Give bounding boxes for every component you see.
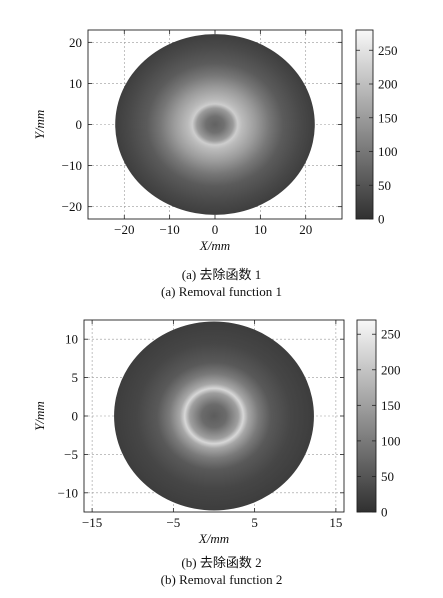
colorbar-tick-label: 0: [381, 505, 388, 520]
caption-b-english: (b) Removal function 2: [160, 572, 283, 587]
y-tick-label: 20: [69, 35, 82, 50]
y-tick-label: 0: [72, 409, 79, 424]
caption-b-chinese: (b) 去除函数 2: [181, 555, 262, 570]
y-tick-label: 0: [76, 117, 83, 132]
colorbar-tick-label: 100: [381, 433, 401, 448]
colorbar-tick-label: 100: [378, 144, 398, 159]
colorbar-tick-label: 250: [381, 327, 401, 342]
colorbar-tick-label: 0: [378, 212, 385, 227]
x-tick-label: 20: [299, 222, 312, 237]
colorbar-tick-label: 150: [378, 110, 398, 125]
x-tick-label: −20: [114, 222, 134, 237]
y-tick-label: 5: [72, 370, 79, 385]
chart-panel-2: −15 −5 5 15 −10 −5 0 5 10 X/mm Y/mm 0 50 100 150 200 250: [32, 319, 401, 546]
y-tick-label: −10: [58, 485, 78, 500]
x-axis-label: X/mm: [198, 531, 229, 546]
colorbar: [356, 319, 377, 513]
y-axis-label: Y/mm: [32, 401, 47, 431]
y-tick-label: −20: [62, 199, 82, 214]
y-tick-label: −10: [62, 158, 82, 173]
colorbar-tick-label: 50: [378, 178, 391, 193]
x-tick-label: 0: [212, 222, 219, 237]
caption-a-english: (a) Removal function 1: [161, 284, 282, 299]
x-axis-label: X/mm: [199, 238, 230, 253]
y-tick-label: 10: [65, 332, 78, 347]
y-tick-label: 10: [69, 76, 82, 91]
y-axis-label: Y/mm: [32, 110, 47, 140]
colorbar-tick-label: 50: [381, 469, 394, 484]
removal-spot: [115, 34, 315, 215]
x-tick-label: −10: [159, 222, 179, 237]
x-tick-label: 5: [251, 515, 258, 530]
colorbar-tick-label: 200: [381, 362, 401, 377]
y-tick-label: −5: [64, 447, 78, 462]
colorbar: [355, 29, 374, 220]
colorbar-tick-label: 250: [378, 43, 398, 58]
removal-spot: [114, 321, 314, 511]
colorbar-tick-label: 150: [381, 398, 401, 413]
x-tick-label: −15: [82, 515, 102, 530]
x-tick-label: 10: [254, 222, 267, 237]
chart-panel-1: −20 −10 0 10 20 −20 −10 0 10 20 X/mm Y/mm 0 50 100 150 2…: [32, 29, 398, 253]
x-tick-label: 15: [329, 515, 342, 530]
x-tick-label: −5: [166, 515, 180, 530]
caption-a-chinese: (a) 去除函数 1: [181, 267, 262, 282]
colorbar-tick-label: 200: [378, 77, 398, 92]
